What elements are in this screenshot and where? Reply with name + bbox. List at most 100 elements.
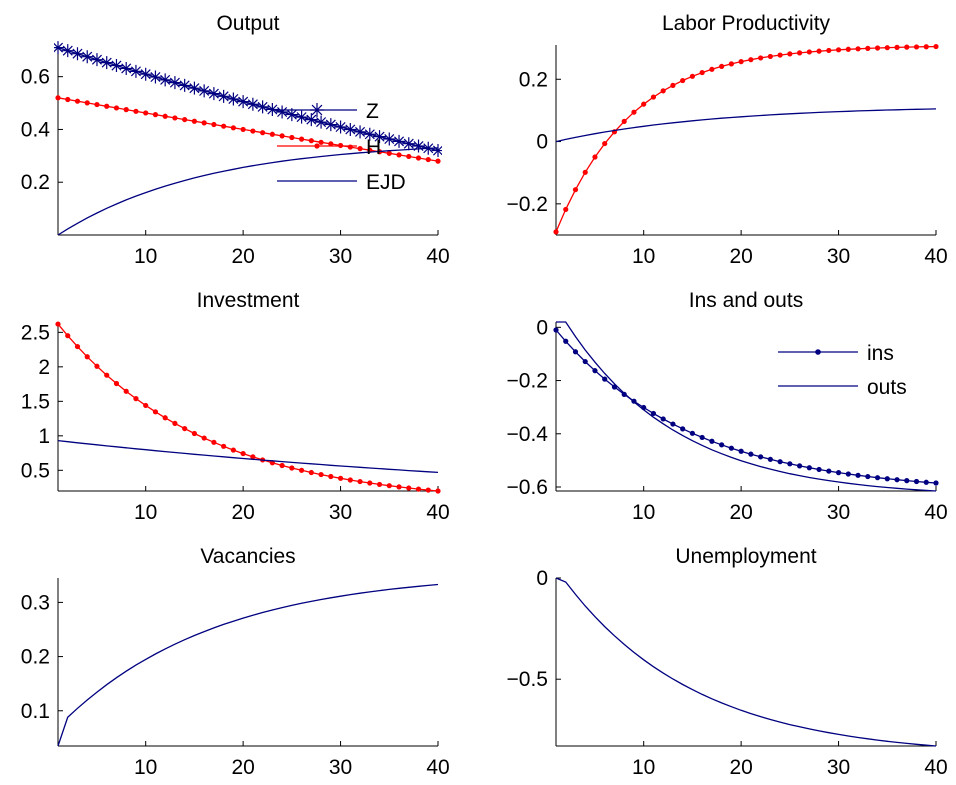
data-point <box>367 480 373 486</box>
data-point <box>318 471 324 478</box>
data-point <box>738 59 744 65</box>
y-tick-label: 0.6 <box>21 66 50 89</box>
data-point <box>373 130 387 144</box>
data-point <box>123 388 129 394</box>
data-point <box>874 475 881 481</box>
data-point <box>221 123 227 129</box>
data-point <box>865 473 871 480</box>
data-point <box>592 154 598 160</box>
data-point <box>748 451 754 457</box>
x-tick-label: 40 <box>426 756 449 779</box>
data-point <box>240 450 246 457</box>
data-point <box>402 137 416 151</box>
data-point <box>719 63 725 70</box>
data-point <box>201 435 207 441</box>
data-point <box>363 127 377 141</box>
data-point <box>178 78 192 92</box>
data-point <box>874 45 881 51</box>
panel-title: Vacancies <box>200 545 295 568</box>
data-point <box>94 363 100 369</box>
data-point <box>660 88 666 94</box>
data-point <box>680 426 686 432</box>
data-point <box>94 101 100 108</box>
data-point <box>236 95 250 109</box>
data-point <box>845 471 851 477</box>
data-point <box>816 48 822 54</box>
series-line-1 <box>555 45 937 233</box>
data-point <box>425 156 431 163</box>
data-point <box>347 477 353 483</box>
y-tick-label: 0.1 <box>21 700 50 723</box>
data-point <box>265 102 279 116</box>
data-point <box>709 66 715 72</box>
legend-label: outs <box>867 376 907 399</box>
series-line-1 <box>57 583 439 747</box>
data-point <box>152 409 159 415</box>
legend-entry-outs: outs <box>778 376 907 399</box>
data-point <box>806 465 812 471</box>
data-point <box>197 84 211 98</box>
data-point <box>289 134 295 141</box>
series-line-Z <box>57 46 439 152</box>
data-point <box>845 46 851 52</box>
data-point <box>308 138 314 144</box>
y-tick-label: 2.5 <box>21 321 50 344</box>
data-point <box>738 448 744 454</box>
series-line-2 <box>555 108 937 143</box>
data-point <box>699 69 705 76</box>
data-point <box>152 112 159 118</box>
x-tick-label: 30 <box>827 245 850 268</box>
series-line-1 <box>57 323 439 492</box>
data-point <box>337 475 344 481</box>
data-point <box>835 470 842 476</box>
x-tick-label: 30 <box>329 501 352 524</box>
data-point <box>699 434 705 441</box>
data-point <box>221 443 227 449</box>
data-point <box>318 139 324 145</box>
panel-title: Ins and outs <box>689 289 803 312</box>
y-tick-label: 0 <box>536 131 548 154</box>
data-point <box>904 44 910 50</box>
data-point <box>406 485 412 491</box>
data-point <box>796 50 803 56</box>
panel-3: Investment 10 20 30 40 0.5 1 1.5 2 2.5 <box>21 289 450 524</box>
data-point <box>84 100 90 106</box>
data-point <box>250 128 256 134</box>
legend-label: EJD <box>366 171 406 194</box>
data-point <box>689 73 696 79</box>
panel-title: Labor Productivity <box>662 12 831 35</box>
data-point <box>65 96 71 103</box>
data-point <box>123 107 129 113</box>
data-point <box>631 109 637 115</box>
data-point <box>777 52 783 58</box>
data-point <box>250 454 256 460</box>
y-tick-label: 0.5 <box>21 459 50 482</box>
data-point <box>143 402 149 409</box>
data-point <box>553 327 559 333</box>
data-point <box>55 95 61 101</box>
data-point <box>572 349 579 355</box>
data-point <box>855 472 861 478</box>
panel-2: Labor Productivity 10 20 30 40 −0.2 0 0.2 <box>507 12 948 268</box>
data-point <box>582 358 588 365</box>
data-point <box>269 131 275 137</box>
data-point <box>187 81 201 95</box>
x-tick-label: 40 <box>426 501 449 524</box>
data-point <box>582 169 588 175</box>
data-point <box>172 115 178 121</box>
data-point <box>217 89 231 103</box>
data-point <box>894 477 900 483</box>
data-point <box>298 467 305 473</box>
data-point <box>767 456 773 462</box>
legend-label: Z <box>366 100 379 123</box>
x-tick-label: 40 <box>924 501 947 524</box>
data-point <box>621 391 627 397</box>
y-tick-label: 2 <box>38 356 50 379</box>
legend-entry-H: H <box>277 136 381 159</box>
data-point <box>835 47 842 53</box>
series-line-EJD <box>57 147 439 236</box>
panel-5: Vacancies 10 20 30 40 0.1 0.2 0.3 <box>21 545 450 779</box>
data-point <box>182 116 188 123</box>
data-point <box>816 466 822 473</box>
y-tick-label: 0.2 <box>21 171 50 194</box>
